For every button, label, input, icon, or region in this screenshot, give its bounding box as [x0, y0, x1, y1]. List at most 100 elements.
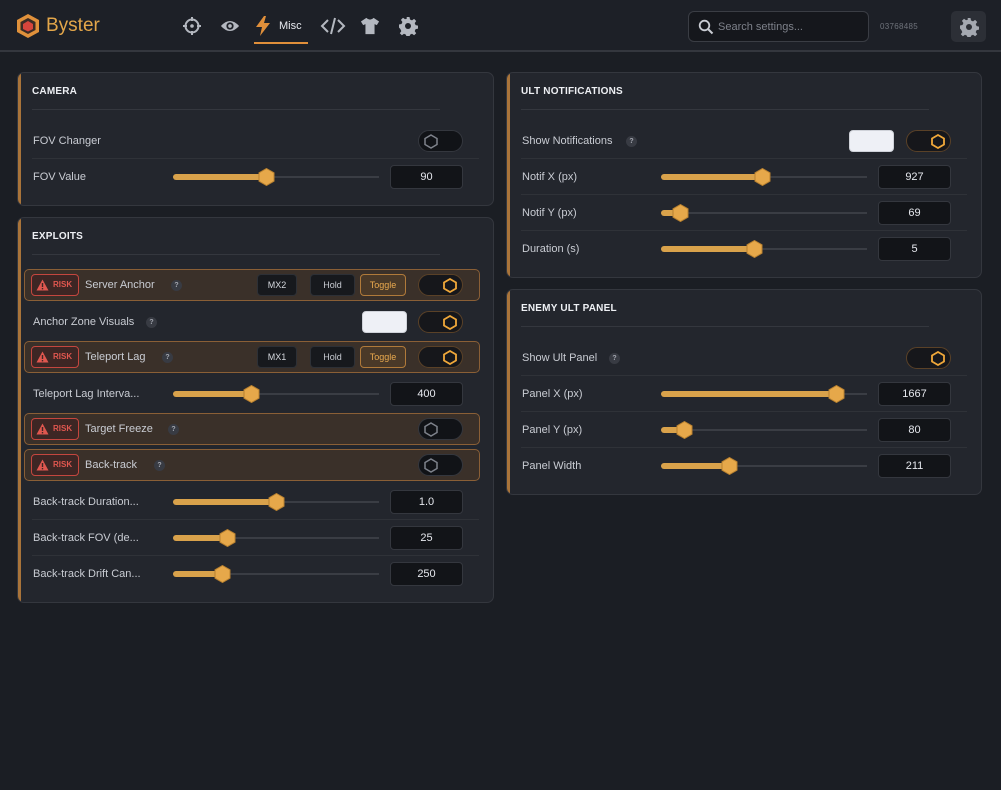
duration-input[interactable]: 5	[878, 237, 951, 261]
keybind-button[interactable]: MX2	[257, 274, 297, 296]
panel-x-input[interactable]: 1667	[878, 382, 951, 406]
slider-thumb[interactable]	[746, 240, 763, 258]
slider-thumb[interactable]	[268, 493, 285, 511]
setting-label: FOV Value	[33, 171, 86, 183]
risk-badge: RISK	[31, 274, 79, 296]
exploits-panel: EXPLOITS RISK Server Anchor ? MX2 Hold T…	[17, 217, 494, 603]
server-anchor-toggle[interactable]	[418, 274, 463, 296]
toggle-mode-button[interactable]: Toggle	[360, 274, 406, 296]
risk-label: RISK	[53, 352, 73, 361]
enemy-ult-panel: ENEMY ULT PANEL Show Ult Panel ? Panel X…	[506, 289, 982, 495]
fov-value-input[interactable]: 90	[390, 165, 463, 189]
color-swatch[interactable]	[849, 130, 894, 152]
help-icon[interactable]: ?	[154, 460, 165, 471]
back-track-drift-slider[interactable]	[173, 556, 379, 592]
search-input[interactable]	[718, 18, 863, 36]
anchor-zone-visuals-toggle[interactable]	[418, 311, 463, 333]
help-icon[interactable]: ?	[168, 424, 179, 435]
setting-label: Back-track	[85, 459, 137, 471]
tab-misc[interactable]: Misc	[254, 14, 308, 44]
risk-label: RISK	[53, 424, 73, 433]
duration-row: Duration (s) 5	[510, 231, 978, 267]
panel-width-slider[interactable]	[661, 448, 867, 484]
help-icon[interactable]: ?	[171, 280, 182, 291]
slider-thumb[interactable]	[214, 565, 231, 583]
shirt-icon[interactable]	[359, 15, 381, 37]
target-freeze-toggle[interactable]	[418, 418, 463, 440]
panel-y-input[interactable]: 80	[878, 418, 951, 442]
toggle-mode-button[interactable]: Toggle	[360, 346, 406, 368]
notif-x-input[interactable]: 927	[878, 165, 951, 189]
back-track-fov-slider[interactable]	[173, 520, 379, 556]
keybind-button[interactable]: MX1	[257, 346, 297, 368]
setting-label: Notif Y (px)	[522, 207, 577, 219]
gear-icon[interactable]	[397, 15, 419, 37]
teleport-lag-interval-input[interactable]: 400	[390, 382, 463, 406]
slider-track[interactable]	[661, 212, 867, 214]
setting-label: Panel Width	[522, 460, 582, 472]
code-icon[interactable]	[320, 15, 346, 37]
slider-thumb[interactable]	[672, 204, 689, 222]
anchor-zone-visuals-row: Anchor Zone Visuals ?	[21, 304, 490, 340]
camera-panel: CAMERA FOV Changer FOV Value 90	[17, 72, 494, 206]
panel-width-input[interactable]: 211	[878, 454, 951, 478]
panel-y-slider[interactable]	[661, 412, 867, 448]
teleport-lag-toggle[interactable]	[418, 346, 463, 368]
slider-track[interactable]	[173, 393, 379, 395]
slider-track[interactable]	[661, 248, 867, 250]
setting-label: Notif X (px)	[522, 171, 578, 183]
fov-value-row: FOV Value 90	[21, 159, 490, 195]
eye-icon[interactable]	[219, 15, 241, 37]
panel-x-slider[interactable]	[661, 376, 867, 412]
help-icon[interactable]: ?	[609, 353, 620, 364]
bolt-icon	[256, 16, 270, 36]
slider-thumb[interactable]	[676, 421, 693, 439]
slider-thumb[interactable]	[754, 168, 771, 186]
show-notifications-row: Show Notifications ?	[510, 123, 978, 159]
slider-track[interactable]	[173, 537, 379, 539]
crosshair-icon[interactable]	[181, 15, 203, 37]
fov-changer-toggle[interactable]	[418, 130, 463, 152]
setting-label: Panel Y (px)	[522, 424, 583, 436]
serial-number: 03768485	[880, 22, 918, 31]
panel-title: ULT NOTIFICATIONS	[521, 86, 623, 97]
fov-value-slider[interactable]	[173, 159, 379, 195]
color-swatch[interactable]	[362, 311, 407, 333]
search-box[interactable]	[688, 11, 869, 42]
back-track-duration-row: Back-track Duration... 1.0	[21, 484, 490, 520]
slider-track[interactable]	[661, 465, 867, 467]
back-track-drift-input[interactable]: 250	[390, 562, 463, 586]
top-bar: Byster Misc 03768485	[0, 0, 1001, 52]
duration-slider[interactable]	[661, 231, 867, 267]
slider-track[interactable]	[173, 176, 379, 178]
notif-x-slider[interactable]	[661, 159, 867, 195]
panel-accent	[18, 218, 21, 602]
back-track-fov-input[interactable]: 25	[390, 526, 463, 550]
slider-thumb[interactable]	[828, 385, 845, 403]
back-track-duration-slider[interactable]	[173, 484, 379, 520]
settings-button[interactable]	[951, 11, 986, 42]
help-icon[interactable]: ?	[162, 352, 173, 363]
back-track-duration-input[interactable]: 1.0	[390, 490, 463, 514]
hold-mode-button[interactable]: Hold	[310, 274, 355, 296]
setting-label: Show Notifications	[522, 135, 613, 147]
back-track-toggle[interactable]	[418, 454, 463, 476]
show-notifications-toggle[interactable]	[906, 130, 951, 152]
setting-label: Duration (s)	[522, 243, 580, 255]
slider-thumb[interactable]	[258, 168, 275, 186]
back-track-drift-row: Back-track Drift Can... 250	[21, 556, 490, 592]
slider-thumb[interactable]	[243, 385, 260, 403]
slider-track[interactable]	[661, 429, 867, 431]
show-ult-panel-toggle[interactable]	[906, 347, 951, 369]
slider-thumb[interactable]	[219, 529, 236, 547]
hold-mode-button[interactable]: Hold	[310, 346, 355, 368]
help-icon[interactable]: ?	[626, 136, 637, 147]
slider-track[interactable]	[173, 573, 379, 575]
help-icon[interactable]: ?	[146, 317, 157, 328]
teleport-lag-interval-slider[interactable]	[173, 376, 379, 412]
panel-title: ENEMY ULT PANEL	[521, 303, 617, 314]
slider-thumb[interactable]	[721, 457, 738, 475]
notif-y-input[interactable]: 69	[878, 201, 951, 225]
notif-y-slider[interactable]	[661, 195, 867, 231]
server-anchor-row: RISK Server Anchor ? MX2 Hold Toggle	[24, 269, 480, 301]
